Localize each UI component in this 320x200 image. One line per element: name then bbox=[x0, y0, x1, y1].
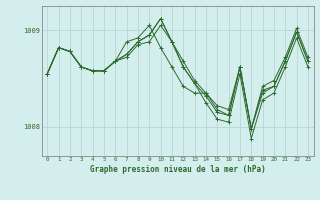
X-axis label: Graphe pression niveau de la mer (hPa): Graphe pression niveau de la mer (hPa) bbox=[90, 165, 266, 174]
